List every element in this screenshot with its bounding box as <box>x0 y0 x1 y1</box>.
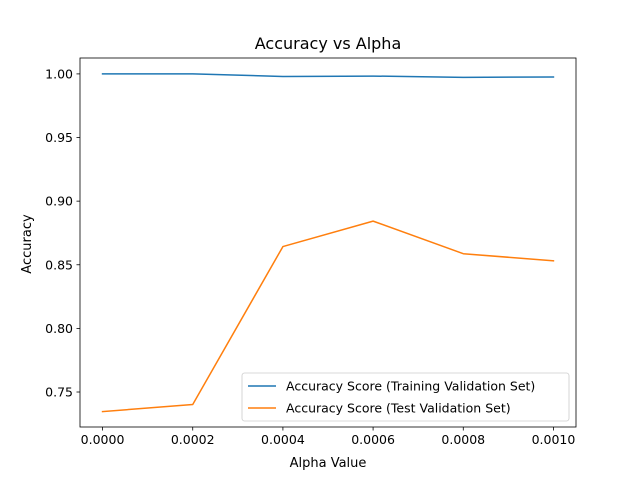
x-tick-label: 0.0008 <box>441 432 485 447</box>
x-tick-label: 0.0004 <box>261 432 305 447</box>
y-tick-label: 0.90 <box>45 194 73 209</box>
x-tick-label: 0.0000 <box>81 432 125 447</box>
y-tick-label: 0.80 <box>45 321 73 336</box>
legend-label-1: Accuracy Score (Training Validation Set) <box>286 379 535 394</box>
x-axis-label: Alpha Value <box>290 456 367 471</box>
legend-box <box>241 372 570 422</box>
chart-title: Accuracy vs Alpha <box>255 34 402 53</box>
plot-area: 0.0000 0.0002 0.0004 0.0006 0.0008 0.0010 0.75… <box>45 57 577 447</box>
y-axis-label: Accuracy <box>20 214 35 274</box>
x-tick-label: 0.0006 <box>351 432 395 447</box>
legend-label-2: Accuracy Score (Test Validation Set) <box>286 401 511 416</box>
y-tick-label: 1.00 <box>45 66 73 81</box>
y-tick-label: 0.75 <box>45 385 73 400</box>
x-tick-label: 0.0010 <box>532 432 576 447</box>
y-tick-label: 0.85 <box>45 257 73 272</box>
series-line-2 <box>101 220 555 413</box>
series-line-1 <box>101 73 555 79</box>
axes-frame <box>79 57 577 428</box>
y-tick-label: 0.95 <box>45 130 73 145</box>
x-tick-label: 0.0002 <box>171 432 215 447</box>
